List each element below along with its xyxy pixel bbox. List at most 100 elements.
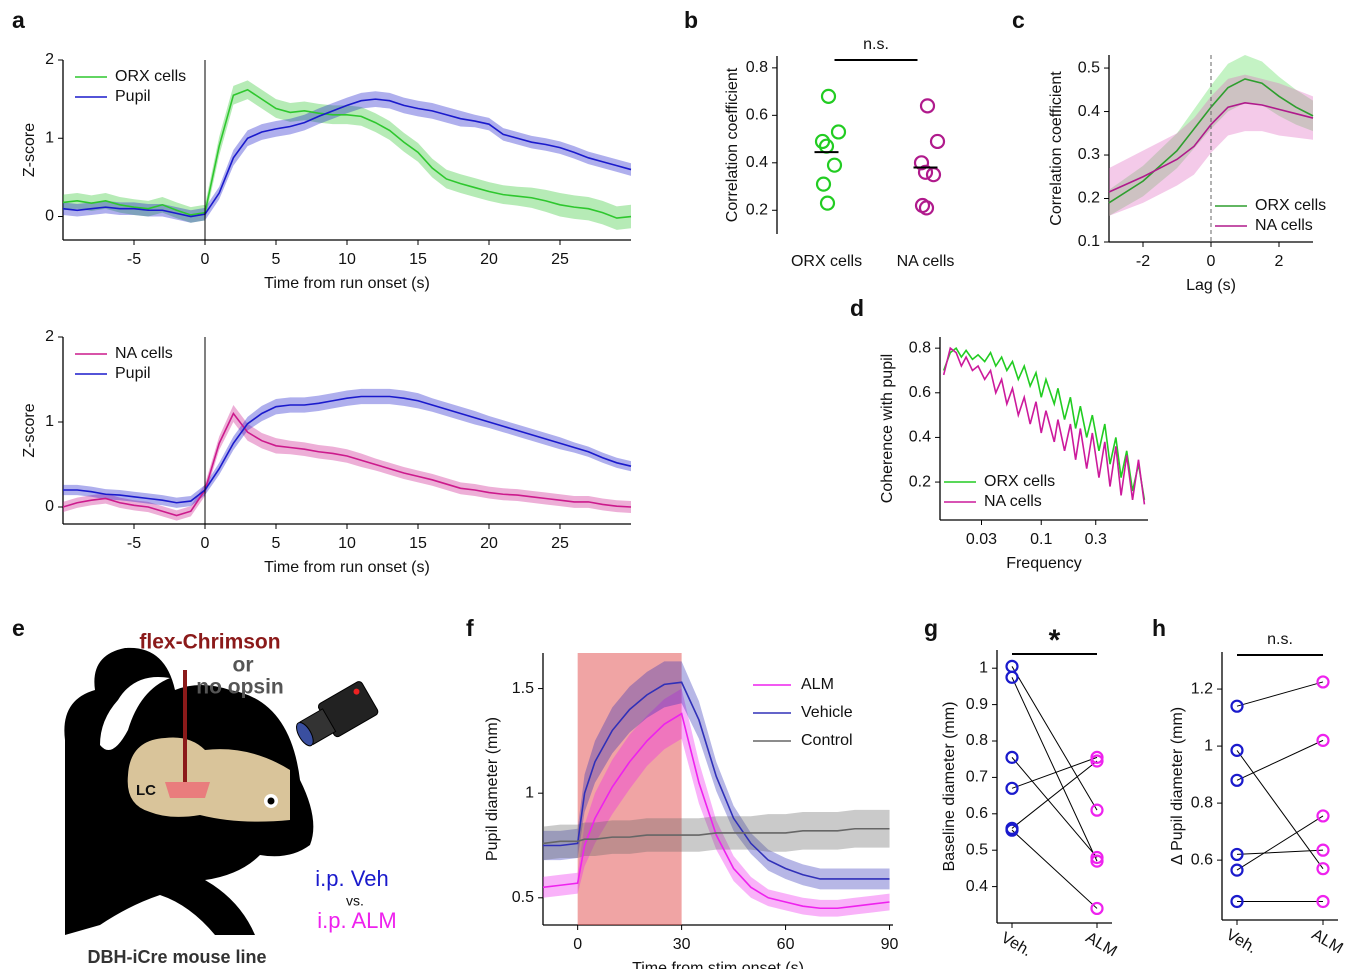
- data-point: [826, 157, 843, 173]
- legend-label: Control: [801, 732, 853, 749]
- significance-label: n.s.: [1267, 631, 1293, 648]
- pupil: [267, 797, 275, 805]
- region-label: LC: [136, 782, 156, 799]
- pair-line: [1011, 677, 1098, 862]
- y-tick-label: 0.5: [966, 841, 988, 858]
- y-tick-label: 0.4: [966, 878, 988, 895]
- y-tick-label: 0.1: [1078, 233, 1100, 250]
- data-point: [1230, 773, 1244, 787]
- data-point: [1090, 803, 1104, 817]
- x-tick-label: 0: [1207, 253, 1216, 270]
- x-tick-label: 15: [409, 535, 427, 552]
- y-tick-label: 0.9: [966, 696, 988, 713]
- x-axis-label: Time from run onset (s): [264, 275, 430, 292]
- y-tick-label: 0.4: [1078, 103, 1100, 120]
- y-tick-label: 0.8: [1191, 794, 1213, 811]
- data-point: [819, 195, 836, 211]
- y-tick-label: 0.4: [746, 154, 768, 171]
- versus-label: vs.: [346, 893, 364, 909]
- y-tick-label: 0.6: [966, 805, 988, 822]
- y-tick-label: 1.5: [512, 680, 534, 697]
- x-tick-label: ORX cells: [791, 253, 862, 270]
- x-tick-label: 20: [480, 535, 498, 552]
- data-point: [1005, 670, 1019, 684]
- y-axis-label: Correlation coefficient: [724, 67, 741, 222]
- series-line: [62, 411, 632, 517]
- error-band: [543, 688, 890, 917]
- x-axis-label: Time from stim onset (s): [632, 960, 804, 969]
- x-tick-label: Veh.: [998, 929, 1034, 960]
- data-point: [929, 133, 946, 150]
- data-point: [1090, 850, 1104, 865]
- light-cone: [165, 782, 210, 798]
- stim-period: [577, 653, 682, 925]
- significance-label: *: [1049, 624, 1061, 657]
- y-tick-label: 0.8: [966, 732, 988, 749]
- pair-line: [1011, 666, 1098, 811]
- y-axis-label: Δ Pupil diameter (mm): [1169, 707, 1186, 865]
- x-axis-label: Frequency: [1006, 555, 1082, 572]
- data-point: [1230, 894, 1244, 909]
- x-axis-label: Lag (s): [1186, 277, 1236, 294]
- mouse-illustration: [64, 647, 379, 935]
- series-line: [1108, 78, 1314, 204]
- x-tick-label: ALM: [1083, 929, 1120, 960]
- pair-line: [1236, 681, 1324, 707]
- ear-highlight: [100, 676, 170, 750]
- y-tick-label: 0: [45, 208, 54, 225]
- x-tick-label: 25: [551, 535, 569, 552]
- y-tick-label: 0.5: [1078, 59, 1100, 76]
- data-point: [1005, 781, 1019, 795]
- panel-letter: b: [684, 7, 698, 33]
- legend-label: ORX cells: [1255, 197, 1326, 214]
- panel-letter: d: [850, 295, 864, 321]
- series-line: [542, 712, 890, 910]
- legend-label: Pupil: [115, 88, 151, 105]
- y-tick-label: 1: [1204, 737, 1213, 754]
- pair-line: [1011, 756, 1098, 789]
- data-point: [1316, 843, 1330, 857]
- data-point: [1230, 699, 1244, 713]
- control-label: no opsin: [196, 676, 284, 699]
- data-point: [830, 124, 847, 140]
- y-tick-label: 0.5: [512, 889, 534, 906]
- x-tick-label: Veh.: [1223, 926, 1259, 957]
- series-line: [543, 681, 890, 880]
- y-axis-label: Correlation coefficient: [1048, 71, 1065, 226]
- x-tick-label: NA cells: [897, 253, 955, 270]
- data-point: [1316, 809, 1330, 823]
- x-tick-label: 0.1: [1030, 531, 1052, 548]
- series-line: [62, 88, 632, 219]
- panel-letter: a: [12, 7, 25, 33]
- data-point: [1230, 847, 1244, 862]
- pair-line: [1011, 760, 1098, 829]
- x-tick-label: -5: [127, 535, 141, 552]
- series-line: [942, 346, 1146, 501]
- caption: DBH-iCre mouse line: [87, 947, 266, 967]
- y-tick-label: 0.8: [909, 339, 931, 356]
- y-tick-label: 1: [979, 659, 988, 676]
- legend-label: NA cells: [984, 493, 1042, 510]
- y-tick-label: 1: [525, 784, 534, 801]
- y-axis-label: Pupil diameter (mm): [484, 717, 501, 861]
- series-line: [542, 827, 890, 845]
- brain: [127, 737, 290, 822]
- panel-letter: f: [466, 615, 474, 641]
- legend-label: ORX cells: [984, 473, 1055, 490]
- pair-line: [1011, 829, 1098, 909]
- x-tick-label: 90: [881, 936, 899, 953]
- y-axis-label: Baseline diameter (mm): [941, 702, 958, 872]
- legend-label: ALM: [801, 676, 834, 693]
- legend-label: Vehicle: [801, 704, 853, 721]
- series-line: [942, 346, 1146, 505]
- legend-label: NA cells: [1255, 217, 1313, 234]
- x-tick-label: 10: [338, 535, 356, 552]
- y-tick-label: 0: [45, 498, 54, 515]
- x-tick-label: 0.3: [1085, 531, 1107, 548]
- series-line: [63, 395, 632, 504]
- y-axis-label: Z-score: [21, 123, 38, 177]
- panel-letter: h: [1152, 615, 1166, 641]
- data-point: [1316, 894, 1330, 909]
- data-point: [913, 155, 930, 171]
